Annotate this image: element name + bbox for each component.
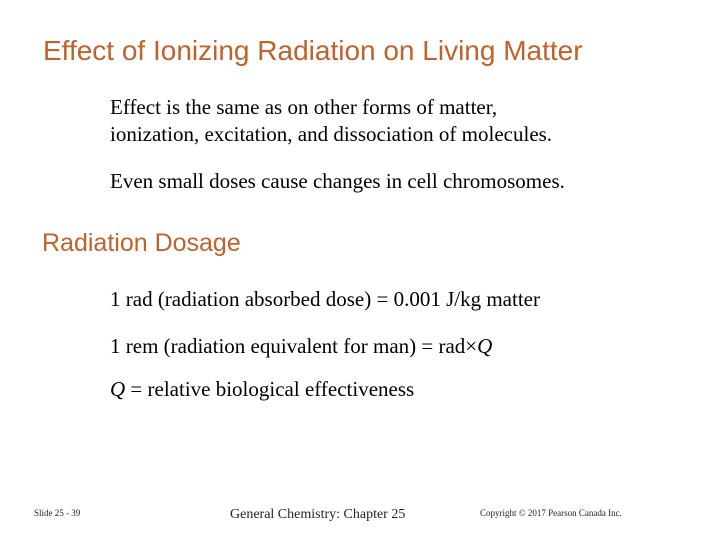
footer-copyright: Copyright © 2017 Pearson Canada Inc.: [480, 508, 622, 518]
q-variable: Q: [477, 334, 493, 358]
paragraph-line: Effect is the same as on other forms of …: [110, 95, 498, 119]
q-definition-text: = relative biological effectiveness: [125, 377, 415, 401]
paragraph-matter-effects: Effect is the same as on other forms of …: [110, 94, 552, 148]
rem-definition-text: 1 rem (radiation equivalent for man) = r…: [110, 334, 478, 358]
rad-definition: 1 rad (radiation absorbed dose) = 0.001 …: [110, 287, 540, 311]
footer-chapter: General Chemistry: Chapter 25: [230, 507, 406, 522]
slide-title: Effect of Ionizing Radiation on Living M…: [43, 35, 583, 66]
q-variable: Q: [110, 377, 126, 401]
q-definition: Q = relative biological effectiveness: [110, 376, 414, 403]
paragraph-line: ionization, excitation, and dissociation…: [110, 122, 553, 146]
slide-number: Slide 25 - 39: [34, 508, 81, 518]
paragraph-chromosomes: Even small doses cause changes in cell c…: [110, 169, 565, 193]
rem-definition: 1 rem (radiation equivalent for man) = r…: [110, 333, 492, 360]
section-heading-radiation-dosage: Radiation Dosage: [42, 229, 241, 257]
